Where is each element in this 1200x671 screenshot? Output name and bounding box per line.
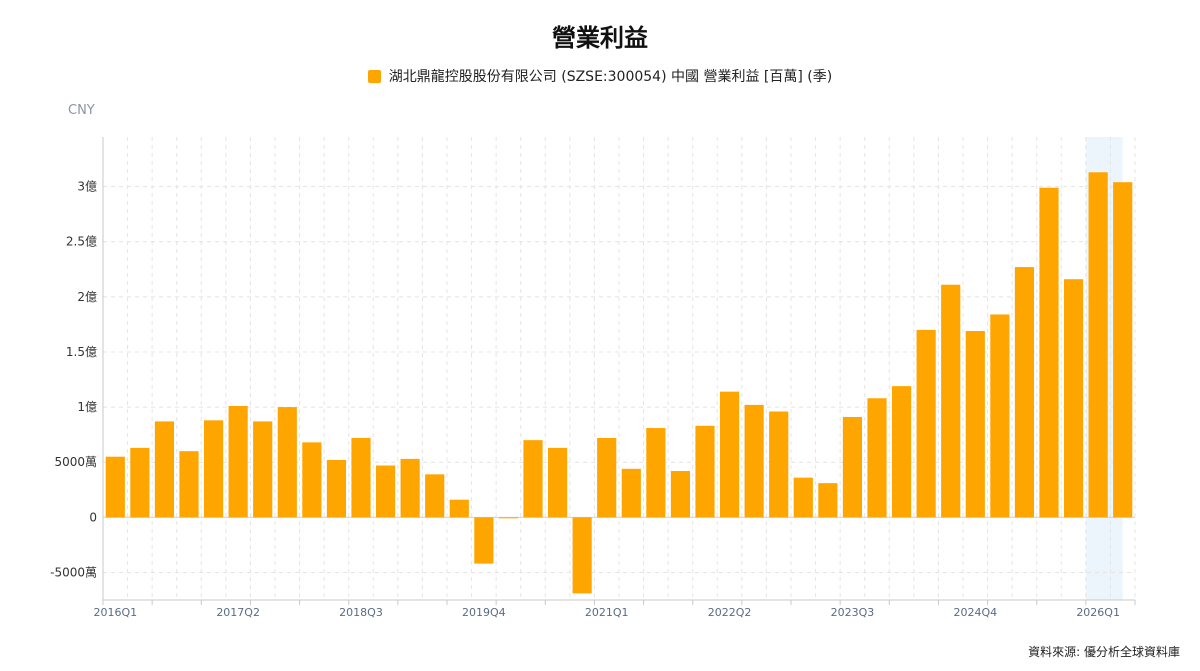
- bar-2016Q4: [179, 451, 199, 518]
- x-tick-label: 2024Q4: [953, 606, 997, 619]
- bar-2017Q4: [277, 407, 297, 518]
- bar-2024Q4: [965, 331, 985, 518]
- x-tick-label: 2019Q4: [462, 606, 506, 619]
- bar-2022Q3: [744, 404, 764, 518]
- x-tick-label: 2016Q1: [93, 606, 137, 619]
- bar-2019Q3: [449, 499, 469, 518]
- bar-2024Q1: [891, 386, 912, 518]
- bars-layer: [105, 172, 1133, 594]
- y-tick-label: 3億: [77, 180, 97, 194]
- y-tick-label: 5000萬: [54, 455, 97, 469]
- bar-2022Q1: [695, 425, 715, 518]
- x-tick-label: 2022Q2: [708, 606, 752, 619]
- bar-2018Q1: [302, 442, 322, 518]
- bar-2024Q2: [916, 329, 936, 518]
- bar-2017Q2: [228, 405, 248, 518]
- bar-2020Q1: [498, 517, 519, 519]
- source-note: 資料來源: 優分析全球資料庫: [1028, 645, 1180, 659]
- y-tick-label: -5000萬: [50, 565, 97, 579]
- y-tick-label: 1.5億: [66, 345, 97, 359]
- x-tick-label: 2026Q1: [1076, 606, 1120, 619]
- legend-swatch: [367, 69, 381, 83]
- bar-2017Q1: [203, 420, 224, 518]
- y-tick-label: 2億: [77, 290, 97, 304]
- bar-2023Q1: [793, 477, 813, 518]
- bar-2020Q3: [547, 447, 568, 518]
- bar-2019Q4: [474, 517, 494, 564]
- y-tick-labels: -5000萬 0 5000萬 1億 1.5億 2億 2.5億 3億: [50, 180, 97, 580]
- y-tick-label: 1億: [77, 400, 97, 414]
- bar-2025Q1: [990, 314, 1010, 518]
- bar-2019Q2: [425, 474, 445, 518]
- x-tick-label: 2023Q3: [831, 606, 875, 619]
- bar-2016Q2: [130, 447, 150, 518]
- x-tick-labels: 2016Q1 2017Q2 2018Q3 2019Q4 2021Q1 2022Q2 2023…: [93, 606, 1120, 619]
- bar-2023Q2: [818, 483, 838, 518]
- legend: 湖北鼎龍控股股份有限公司 (SZSE:300054) 中國 營業利益 [百萬] …: [0, 66, 1200, 86]
- bar-2017Q3: [253, 421, 273, 518]
- bar-2019Q1: [400, 458, 420, 518]
- bar-2022Q2: [719, 391, 740, 518]
- bar-2024Q3: [941, 284, 961, 518]
- y-tick-label: 0: [89, 510, 97, 524]
- bar-2025Q2: [1014, 267, 1035, 518]
- bar-2025Q3: [1039, 187, 1059, 518]
- bar-2018Q4: [375, 465, 396, 518]
- bar-2020Q2: [523, 440, 543, 518]
- y-tick-label: 2.5億: [66, 235, 97, 249]
- bar-2021Q3: [646, 428, 666, 518]
- x-tick-label: 2021Q1: [585, 606, 629, 619]
- x-tick-label: 2018Q3: [339, 606, 383, 619]
- bar-2016Q1: [105, 456, 125, 518]
- legend-label: 湖北鼎龍控股股份有限公司 (SZSE:300054) 中國 營業利益 [百萬] …: [388, 69, 833, 85]
- x-tick-label: 2017Q2: [216, 606, 260, 619]
- bar-2018Q2: [326, 459, 347, 518]
- bar-2016Q3: [154, 421, 175, 518]
- bar-2020Q4: [572, 517, 592, 594]
- bar-2026Q1: [1088, 172, 1108, 518]
- bar-2023Q3: [842, 417, 863, 518]
- bar-2021Q4: [670, 471, 691, 518]
- bar-2021Q1: [597, 437, 617, 518]
- bar-2023Q4: [867, 398, 887, 518]
- axes-layer: [102, 137, 1136, 605]
- chart-title: 營業利益: [552, 24, 648, 52]
- bar-2026Q2: [1113, 182, 1133, 518]
- bar-2022Q4: [769, 411, 789, 518]
- y-axis-unit-label: CNY: [68, 103, 95, 118]
- bar-2018Q3: [351, 437, 371, 518]
- bar-2021Q2: [621, 468, 641, 518]
- bar-2025Q4: [1063, 279, 1084, 518]
